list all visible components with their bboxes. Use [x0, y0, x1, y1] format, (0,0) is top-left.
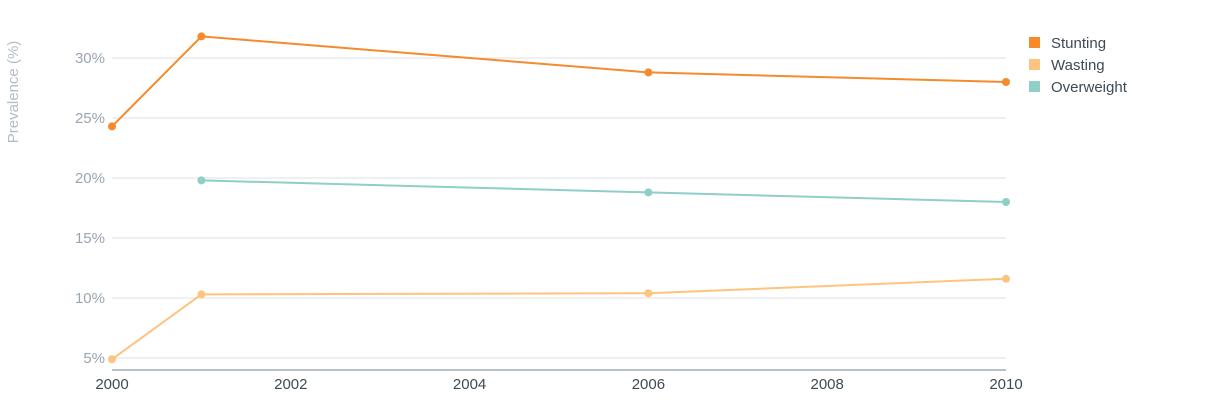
series-line-overweight [200, 179, 1007, 203]
legend-label: Overweight [1051, 79, 1128, 96]
x-axis: 2000 2002 2004 2006 2008 2010 [95, 369, 1023, 393]
gridlines [112, 57, 1006, 359]
data-point-wasting[interactable] [644, 289, 653, 298]
x-tick-label: 2006 [632, 376, 665, 393]
series-lines [108, 32, 1010, 364]
y-tick-label: 15% [75, 230, 105, 247]
x-tick-label: 2002 [274, 376, 307, 393]
data-point-overweight[interactable] [1002, 198, 1010, 206]
legend-label: Wasting [1051, 57, 1105, 74]
series-stunting [108, 32, 1010, 131]
series-wasting [108, 274, 1010, 364]
y-tick-label: 10% [75, 290, 105, 307]
x-tick-label: 2008 [811, 376, 844, 393]
y-tick-label: 5% [83, 350, 105, 367]
legend-swatch [1029, 59, 1040, 70]
x-tick-label: 2010 [989, 376, 1022, 393]
series-line-stunting [111, 35, 1007, 128]
y-tick-label: 25% [75, 110, 105, 127]
series-overweight [197, 176, 1010, 206]
legend-item-stunting[interactable]: Stunting [1029, 35, 1106, 52]
x-tick-label: 2004 [453, 376, 486, 393]
y-axis-title: Prevalence (%) [5, 41, 22, 144]
data-point-stunting[interactable] [108, 122, 116, 131]
y-tick-label: 20% [75, 170, 105, 187]
data-point-wasting[interactable] [1002, 274, 1010, 283]
legend-label: Stunting [1051, 35, 1106, 52]
x-tick-label: 2000 [95, 376, 128, 393]
legend-item-wasting[interactable]: Wasting [1029, 57, 1105, 74]
legend-swatch [1029, 37, 1040, 48]
data-point-stunting[interactable] [644, 68, 653, 77]
legend-swatch [1029, 81, 1040, 92]
y-tick-label: 30% [75, 50, 105, 67]
data-point-overweight[interactable] [644, 188, 653, 197]
data-point-stunting[interactable] [1002, 78, 1010, 86]
legend-item-overweight[interactable]: Overweight [1029, 79, 1128, 96]
legend: Stunting Wasting Overweight [1029, 35, 1128, 96]
data-point-wasting[interactable] [197, 290, 206, 299]
data-point-wasting[interactable] [108, 355, 116, 364]
data-point-stunting[interactable] [197, 32, 206, 41]
series-line-wasting [111, 277, 1007, 361]
y-axis-tick-labels: 5% 10% 15% 20% 25% 30% [75, 50, 105, 367]
data-point-overweight[interactable] [197, 176, 206, 185]
